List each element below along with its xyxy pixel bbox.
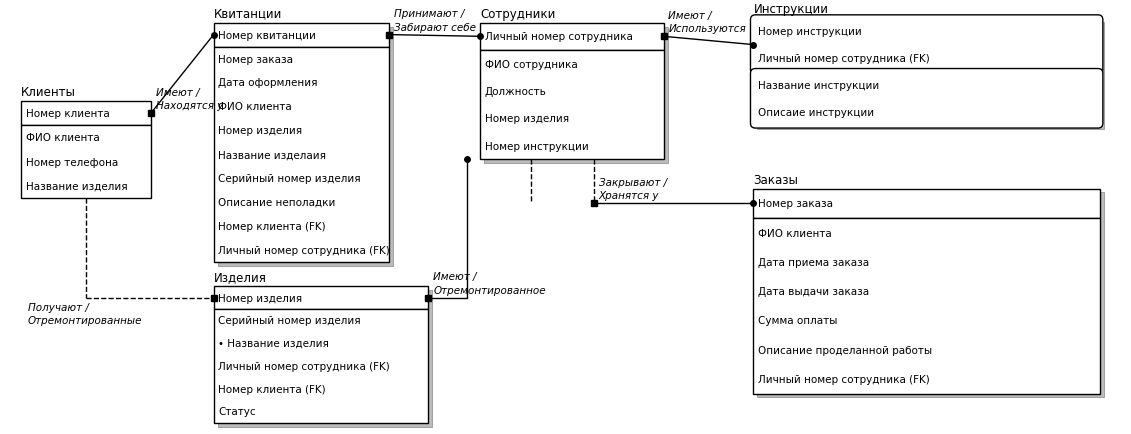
Text: ФИО сотрудника: ФИО сотрудника xyxy=(485,59,578,69)
Text: ФИО клиента: ФИО клиента xyxy=(758,228,832,238)
Text: Получают /
Отремонтированные: Получают / Отремонтированные xyxy=(27,302,143,325)
Text: Описание неполадки: Описание неполадки xyxy=(218,197,336,207)
FancyBboxPatch shape xyxy=(751,69,1103,129)
Text: Сотрудники: Сотрудники xyxy=(480,8,555,21)
Text: • Название изделия: • Название изделия xyxy=(218,339,329,349)
Text: ФИО клиента: ФИО клиента xyxy=(218,102,292,112)
Bar xyxy=(753,189,1100,218)
Bar xyxy=(480,23,664,51)
Bar xyxy=(21,102,152,126)
Text: Принимают /
Забирают себе: Принимают / Забирают себе xyxy=(395,10,476,33)
Bar xyxy=(214,47,389,262)
Bar xyxy=(425,295,431,301)
Bar xyxy=(590,201,597,207)
Text: Серийный номер изделия: Серийный номер изделия xyxy=(218,174,361,184)
Bar xyxy=(753,218,1100,394)
Text: Имеют /
Используются: Имеют / Используются xyxy=(668,11,746,34)
Bar xyxy=(758,23,1104,130)
Text: Номер клиента: Номер клиента xyxy=(26,108,110,118)
Bar xyxy=(210,295,216,301)
Text: Номер инструкции: Номер инструкции xyxy=(758,27,862,37)
Bar xyxy=(480,51,664,160)
Text: Имеют /
Отремонтированное: Имеют / Отремонтированное xyxy=(433,272,546,295)
Text: Дата оформления: Дата оформления xyxy=(218,78,318,88)
Text: Имеют /
Находятся у: Имеют / Находятся у xyxy=(156,88,224,111)
Text: Описание проделанной работы: Описание проделанной работы xyxy=(758,345,932,355)
Text: Личный номер сотрудника (FK): Личный номер сотрудника (FK) xyxy=(758,54,930,64)
Text: Личный номер сотрудника (FK): Личный номер сотрудника (FK) xyxy=(218,361,390,371)
Bar xyxy=(148,111,154,117)
Text: Название изделия: Название изделия xyxy=(26,182,128,192)
Text: Номер клиента (FK): Номер клиента (FK) xyxy=(218,221,326,231)
Text: Номер телефона: Номер телефона xyxy=(26,158,119,168)
Text: Дата приема заказа: Дата приема заказа xyxy=(758,257,870,267)
Bar xyxy=(21,126,152,199)
FancyBboxPatch shape xyxy=(751,16,1103,75)
Text: ФИО клиента: ФИО клиента xyxy=(26,133,100,143)
Text: Изделия: Изделия xyxy=(214,271,267,283)
Text: Номер инструкции: Номер инструкции xyxy=(485,141,589,151)
Text: Номер изделия: Номер изделия xyxy=(485,114,569,124)
Bar xyxy=(214,309,429,423)
Bar xyxy=(387,33,392,39)
Bar xyxy=(217,290,432,427)
Bar xyxy=(661,34,666,40)
Bar xyxy=(217,27,394,266)
Text: Сумма оплаты: Сумма оплаты xyxy=(758,316,838,326)
Bar xyxy=(214,286,429,309)
Text: Инструкции: Инструкции xyxy=(753,3,828,16)
Text: Должность: Должность xyxy=(485,87,547,97)
Text: Номер изделия: Номер изделия xyxy=(218,293,303,303)
Text: Заказы: Заказы xyxy=(753,173,798,186)
Text: Закрывают /
Хранятся у: Закрывают / Хранятся у xyxy=(598,178,667,201)
Text: Личный номер сотрудника (FK): Личный номер сотрудника (FK) xyxy=(758,374,930,384)
Text: Номер заказа: Номер заказа xyxy=(218,54,293,64)
Text: Название изделаия: Название изделаия xyxy=(218,150,327,160)
Bar xyxy=(484,27,667,164)
Text: Серийный номер изделия: Серийный номер изделия xyxy=(218,316,361,326)
Text: Описаие инструкции: Описаие инструкции xyxy=(758,108,874,118)
Bar xyxy=(758,193,1104,398)
Text: Номер изделия: Номер изделия xyxy=(218,126,303,136)
Text: Номер заказа: Номер заказа xyxy=(758,199,834,209)
Text: Личный номер сотрудника: Личный номер сотрудника xyxy=(485,32,633,42)
Text: Номер квитанции: Номер квитанции xyxy=(218,30,317,40)
Text: Личный номер сотрудника (FK): Личный номер сотрудника (FK) xyxy=(218,245,390,255)
Text: Номер клиента (FK): Номер клиента (FK) xyxy=(218,384,326,394)
Text: Название инструкции: Название инструкции xyxy=(758,81,880,91)
Text: Дата выдачи заказа: Дата выдачи заказа xyxy=(758,286,870,296)
Text: Клиенты: Клиенты xyxy=(21,85,76,99)
Bar xyxy=(214,23,389,47)
Text: Статус: Статус xyxy=(218,407,256,417)
Text: Квитанции: Квитанции xyxy=(214,8,282,21)
